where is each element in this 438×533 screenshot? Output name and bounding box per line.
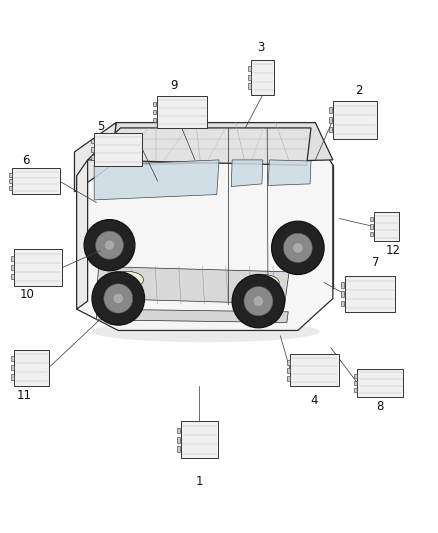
FancyBboxPatch shape	[374, 212, 399, 241]
Ellipse shape	[104, 284, 133, 313]
FancyBboxPatch shape	[177, 437, 180, 442]
Text: 3: 3	[257, 42, 264, 54]
FancyBboxPatch shape	[345, 276, 395, 312]
FancyBboxPatch shape	[248, 66, 251, 71]
Text: 1: 1	[195, 475, 203, 488]
FancyBboxPatch shape	[11, 365, 14, 370]
Polygon shape	[74, 123, 116, 192]
FancyBboxPatch shape	[91, 139, 94, 143]
FancyBboxPatch shape	[9, 173, 12, 177]
Text: 5: 5	[97, 120, 104, 133]
FancyBboxPatch shape	[287, 368, 290, 373]
Ellipse shape	[110, 271, 143, 288]
FancyBboxPatch shape	[248, 83, 251, 88]
FancyBboxPatch shape	[342, 282, 344, 288]
Ellipse shape	[232, 274, 285, 328]
Text: 4: 4	[311, 394, 318, 407]
FancyBboxPatch shape	[11, 374, 14, 379]
FancyBboxPatch shape	[153, 109, 156, 114]
Ellipse shape	[84, 220, 135, 271]
FancyBboxPatch shape	[329, 108, 332, 113]
FancyBboxPatch shape	[153, 117, 156, 122]
Text: 6: 6	[22, 155, 30, 167]
FancyBboxPatch shape	[370, 224, 373, 229]
FancyBboxPatch shape	[342, 301, 344, 306]
FancyBboxPatch shape	[153, 101, 156, 106]
Text: 12: 12	[386, 244, 401, 257]
FancyBboxPatch shape	[370, 217, 373, 221]
FancyBboxPatch shape	[354, 387, 357, 392]
FancyBboxPatch shape	[354, 381, 357, 385]
FancyBboxPatch shape	[354, 374, 357, 378]
FancyBboxPatch shape	[94, 133, 142, 166]
Polygon shape	[77, 160, 88, 309]
FancyBboxPatch shape	[11, 274, 14, 279]
Polygon shape	[96, 309, 288, 322]
FancyBboxPatch shape	[287, 360, 290, 365]
Text: 9: 9	[170, 79, 178, 92]
FancyBboxPatch shape	[329, 117, 332, 123]
FancyBboxPatch shape	[180, 421, 218, 458]
Ellipse shape	[253, 296, 264, 306]
FancyBboxPatch shape	[12, 168, 60, 194]
Polygon shape	[231, 160, 263, 187]
Text: 2: 2	[355, 84, 363, 97]
FancyBboxPatch shape	[11, 256, 14, 261]
Polygon shape	[268, 160, 311, 185]
FancyBboxPatch shape	[290, 354, 339, 386]
Text: 8: 8	[377, 400, 384, 413]
Text: 10: 10	[20, 288, 35, 301]
Ellipse shape	[95, 231, 124, 259]
FancyBboxPatch shape	[248, 75, 251, 80]
FancyBboxPatch shape	[9, 179, 12, 183]
FancyBboxPatch shape	[14, 350, 49, 386]
FancyBboxPatch shape	[333, 101, 377, 139]
FancyBboxPatch shape	[370, 232, 373, 236]
Ellipse shape	[104, 240, 115, 251]
Polygon shape	[112, 123, 333, 165]
Ellipse shape	[244, 287, 273, 316]
FancyBboxPatch shape	[357, 369, 403, 397]
FancyBboxPatch shape	[91, 155, 94, 160]
Polygon shape	[77, 128, 333, 330]
Ellipse shape	[92, 272, 145, 325]
Polygon shape	[96, 266, 289, 304]
Ellipse shape	[113, 293, 124, 304]
FancyBboxPatch shape	[11, 265, 14, 270]
FancyBboxPatch shape	[14, 249, 62, 286]
FancyBboxPatch shape	[287, 376, 290, 381]
FancyBboxPatch shape	[329, 127, 332, 132]
Ellipse shape	[283, 233, 312, 263]
Ellipse shape	[293, 243, 303, 253]
FancyBboxPatch shape	[177, 427, 180, 433]
Polygon shape	[88, 128, 311, 165]
Ellipse shape	[272, 221, 324, 274]
FancyBboxPatch shape	[251, 60, 274, 95]
FancyBboxPatch shape	[9, 185, 12, 190]
Ellipse shape	[92, 321, 320, 342]
FancyBboxPatch shape	[342, 292, 344, 297]
FancyBboxPatch shape	[91, 147, 94, 152]
FancyBboxPatch shape	[177, 446, 180, 452]
FancyBboxPatch shape	[156, 96, 207, 128]
Text: 7: 7	[372, 256, 380, 269]
Text: 11: 11	[17, 389, 32, 402]
Polygon shape	[94, 160, 219, 200]
Ellipse shape	[246, 274, 279, 290]
FancyBboxPatch shape	[11, 356, 14, 361]
